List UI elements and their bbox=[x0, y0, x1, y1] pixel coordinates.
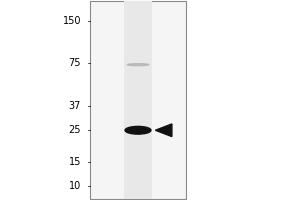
Text: 37: 37 bbox=[69, 101, 81, 111]
Text: 25: 25 bbox=[68, 125, 81, 135]
Text: 150: 150 bbox=[62, 16, 81, 26]
Ellipse shape bbox=[125, 126, 151, 134]
FancyBboxPatch shape bbox=[124, 1, 152, 199]
Polygon shape bbox=[155, 124, 172, 137]
Text: 10: 10 bbox=[69, 181, 81, 191]
Text: 75: 75 bbox=[68, 58, 81, 68]
FancyBboxPatch shape bbox=[90, 1, 186, 199]
Text: 15: 15 bbox=[69, 157, 81, 167]
Ellipse shape bbox=[127, 64, 149, 66]
